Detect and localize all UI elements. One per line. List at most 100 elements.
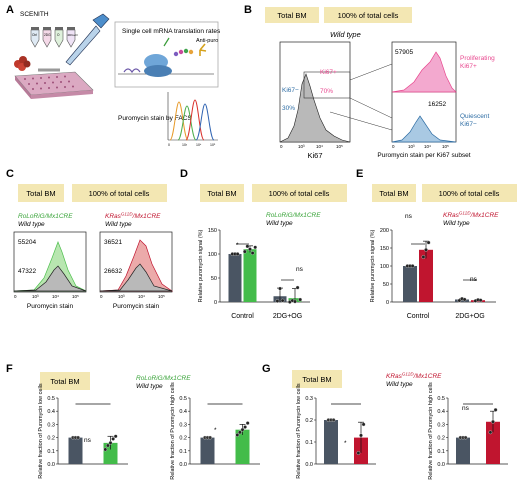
g-ns: ns <box>462 405 470 412</box>
c-total-cells-tag <box>72 184 167 202</box>
bar <box>68 437 83 464</box>
anti-puro-label: Anti-puro <box>196 38 218 44</box>
data-point <box>103 447 108 452</box>
pipette-icon <box>38 13 110 72</box>
svg-text:2DG: 2DG <box>44 33 51 37</box>
y-tick-label: 0.0 <box>437 462 445 468</box>
c-left-title: RoLoRiG/Mx1CRE <box>18 213 73 220</box>
svg-text:Wild type: Wild type <box>105 221 132 228</box>
y-tick-label: 0.5 <box>47 396 55 402</box>
panel-c-letter: C <box>6 168 14 180</box>
f-sig: * <box>214 427 217 434</box>
y-axis-label: Relative puromycin signal (%) <box>370 229 376 302</box>
data-point <box>280 298 285 303</box>
y-axis-label: Relative fraction of Puromycin high cell… <box>428 382 434 480</box>
svg-text:100% of total cells: 100% of total cells <box>439 189 500 198</box>
ki67-histogram: Ki67+ 70% Ki67− 30% 0 10³ 10⁴ 10⁵ Ki67 <box>279 41 351 160</box>
bar <box>103 442 118 464</box>
svg-text:10⁵: 10⁵ <box>336 144 343 149</box>
svg-text:0: 0 <box>100 294 103 299</box>
c-total-bm-tag <box>18 184 64 202</box>
d-ns: ns <box>296 266 304 273</box>
d-total-cells-tag <box>252 184 347 202</box>
svg-text:10³: 10³ <box>182 143 188 147</box>
svg-text:0: 0 <box>392 144 395 149</box>
y-tick-label: 0 <box>214 300 217 306</box>
e-total-bm-tag <box>372 184 416 202</box>
data-point <box>242 249 247 254</box>
data-point <box>424 247 428 252</box>
data-point <box>462 297 467 302</box>
svg-text:2DG+O: 2DG+O <box>68 33 79 37</box>
svg-text:Puromycin stain: Puromycin stain <box>27 303 74 310</box>
bar <box>324 420 338 464</box>
tubes-icon: Ctrl 2DG O 2DG+O <box>30 27 79 48</box>
bar <box>228 254 242 302</box>
d-sig: * <box>236 242 239 249</box>
c-right-histogram: 36521 26632 0 10³ 10⁴ 10⁵ Puromycin stai… <box>99 231 174 310</box>
data-point <box>245 421 250 425</box>
svg-text:Ki67−: Ki67− <box>460 121 477 128</box>
svg-text:10³: 10³ <box>118 294 125 299</box>
y-tick-label: 200 <box>380 228 389 234</box>
svg-text:Ki67+: Ki67+ <box>460 63 477 70</box>
panel-g-letter: G <box>262 363 271 375</box>
category-label: Control <box>407 313 430 320</box>
d-title: RoLoRiG/Mx1CRE <box>266 212 321 219</box>
total-cells-tag <box>324 7 412 23</box>
y-tick-label: 0.3 <box>179 422 187 428</box>
bar <box>403 266 417 302</box>
panel-b-letter: B <box>244 4 252 16</box>
g-sig: * <box>344 440 347 447</box>
svg-text:Wild type: Wild type <box>266 220 293 227</box>
data-point <box>253 245 258 250</box>
y-tick-label: 0.2 <box>179 436 187 442</box>
svg-text:Puromycin stain per Ki67 subse: Puromycin stain per Ki67 subset <box>377 152 470 159</box>
y-axis-label: Relative fraction of Puromycin low cells <box>296 383 302 479</box>
y-tick-label: 0.0 <box>305 462 313 468</box>
svg-text:10⁴: 10⁴ <box>196 143 202 147</box>
data-point <box>361 422 366 427</box>
svg-text:10⁴: 10⁴ <box>52 294 59 299</box>
c-right-high: 36521 <box>104 239 122 246</box>
y-tick-label: 0.3 <box>47 422 55 428</box>
category-label: Control <box>231 313 254 320</box>
data-point <box>457 298 462 303</box>
y-tick-label: 0.1 <box>437 449 445 455</box>
y-tick-label: 0.4 <box>47 409 55 415</box>
total-bm-tag <box>265 7 319 23</box>
svg-text:10⁵: 10⁵ <box>442 144 449 149</box>
y-tick-label: 50 <box>211 276 217 282</box>
puromycin-ki67-histogram: 57905 16252 0 10³ 10⁴ 10⁵ Puromycin stai… <box>329 41 471 159</box>
data-point <box>491 419 495 424</box>
data-point <box>421 255 426 259</box>
svg-text:Total BM: Total BM <box>50 377 79 386</box>
legend-quiescent: Quiescent <box>460 113 489 120</box>
panel-d-letter: D <box>180 168 188 180</box>
c-right-low: 26632 <box>104 268 122 275</box>
y-tick-label: 0.1 <box>305 440 313 446</box>
svg-text:100% of total cells: 100% of total cells <box>269 189 330 198</box>
f-ns: ns <box>84 437 92 444</box>
ki67-neg-pct: 30% <box>282 105 295 112</box>
y-tick-label: 0.0 <box>179 462 187 468</box>
svg-text:0: 0 <box>280 144 283 149</box>
svg-text:100% of total cells: 100% of total cells <box>89 189 150 198</box>
data-point <box>426 240 431 245</box>
mfi-high-value: 57905 <box>395 49 413 56</box>
svg-text:Wild type: Wild type <box>386 381 413 388</box>
data-point <box>298 297 303 302</box>
c-right-title: KRasG12D/Mx1CRE <box>105 212 161 221</box>
data-point <box>356 451 361 455</box>
svg-text:Wild type: Wild type <box>18 221 45 228</box>
y-tick-label: 0.4 <box>179 409 187 415</box>
data-point <box>245 244 250 249</box>
y-tick-label: 0.2 <box>437 436 445 442</box>
svg-text:Wild type: Wild type <box>136 383 163 390</box>
data-point <box>240 427 245 432</box>
svg-text:Total BM: Total BM <box>302 375 331 384</box>
panel-a-letter: A <box>6 4 14 16</box>
y-tick-label: 0.1 <box>47 449 55 455</box>
